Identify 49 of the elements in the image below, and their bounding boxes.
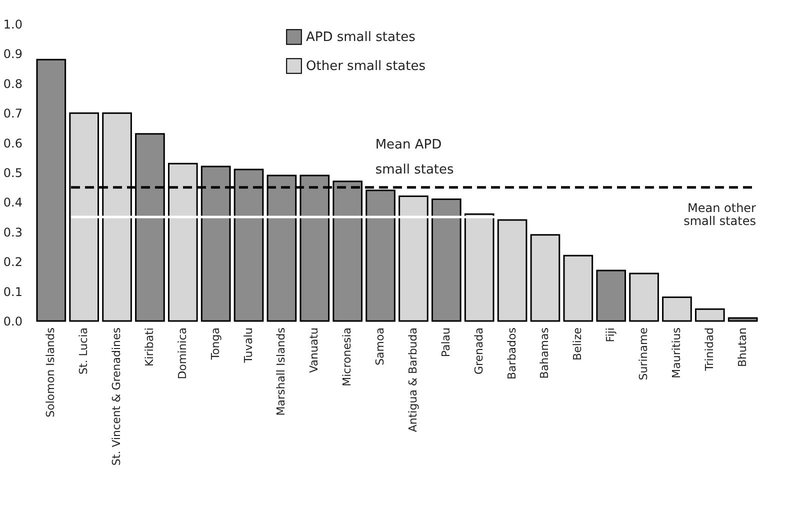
x-tick-label: Kiribati bbox=[142, 328, 156, 366]
x-tick-label: Mauritius bbox=[670, 327, 683, 378]
x-tick-label: Palau bbox=[439, 328, 452, 358]
y-tick-label: 0.4 bbox=[3, 196, 22, 210]
ref-line-label: Mean APD small states bbox=[375, 137, 454, 178]
bar bbox=[36, 58, 66, 322]
bar bbox=[464, 213, 494, 322]
bar bbox=[662, 296, 692, 322]
bar bbox=[398, 196, 428, 322]
x-tick-label: Bhutan bbox=[736, 327, 749, 368]
y-tick-label: 1.0 bbox=[3, 18, 22, 32]
x-tick-label: Dominica bbox=[176, 328, 189, 380]
x-tick-label: Antigua & Barbuda bbox=[406, 328, 420, 432]
x-tick-label: Solomon Islands bbox=[44, 327, 58, 418]
x-tick-label: Belize bbox=[571, 327, 584, 360]
bar bbox=[629, 272, 659, 322]
y-tick-label: 0.1 bbox=[3, 284, 22, 299]
x-tick-label: Micronesia bbox=[340, 328, 354, 386]
legend-label: APD small states bbox=[306, 30, 416, 45]
bar bbox=[497, 219, 528, 322]
y-tick-label: 0.9 bbox=[3, 47, 22, 62]
y-tick-label: 0.7 bbox=[3, 106, 22, 121]
x-tick-label: Samoa bbox=[374, 328, 387, 366]
y-tick-label: 0.6 bbox=[3, 136, 22, 150]
bar bbox=[694, 308, 725, 322]
bar bbox=[431, 198, 462, 322]
bar bbox=[596, 270, 626, 322]
y-tick-label: 0.0 bbox=[3, 314, 22, 328]
x-tick-label: Marshall Islands bbox=[274, 327, 288, 416]
bar bbox=[728, 317, 758, 322]
x-tick-label: Suriname bbox=[637, 327, 650, 380]
x-tick-label: Grenada bbox=[472, 328, 486, 375]
x-tick-label: St. Lucia bbox=[77, 328, 90, 375]
bar bbox=[563, 254, 594, 322]
y-tick-label: 0.5 bbox=[3, 166, 22, 180]
y-tick-label: 0.2 bbox=[3, 255, 22, 270]
x-tick-label: St. Vincent & Grenadines bbox=[110, 327, 124, 466]
y-tick-label: 0.3 bbox=[3, 225, 22, 240]
legend-label: Other small states bbox=[306, 59, 426, 74]
x-tick-label: Vanuatu bbox=[308, 328, 321, 373]
x-tick-label: Trinidad bbox=[702, 328, 716, 372]
x-tick-label: Tuvalu bbox=[242, 328, 255, 364]
ref-line-label: Mean other small states bbox=[684, 201, 756, 228]
x-tick-label: Barbados bbox=[505, 327, 518, 380]
bar bbox=[530, 234, 560, 322]
y-tick-label: 0.8 bbox=[3, 76, 22, 91]
x-tick-label: Bahamas bbox=[538, 327, 552, 379]
x-tick-label: Tonga bbox=[208, 328, 222, 361]
x-tick-label: Fiji bbox=[604, 328, 618, 342]
